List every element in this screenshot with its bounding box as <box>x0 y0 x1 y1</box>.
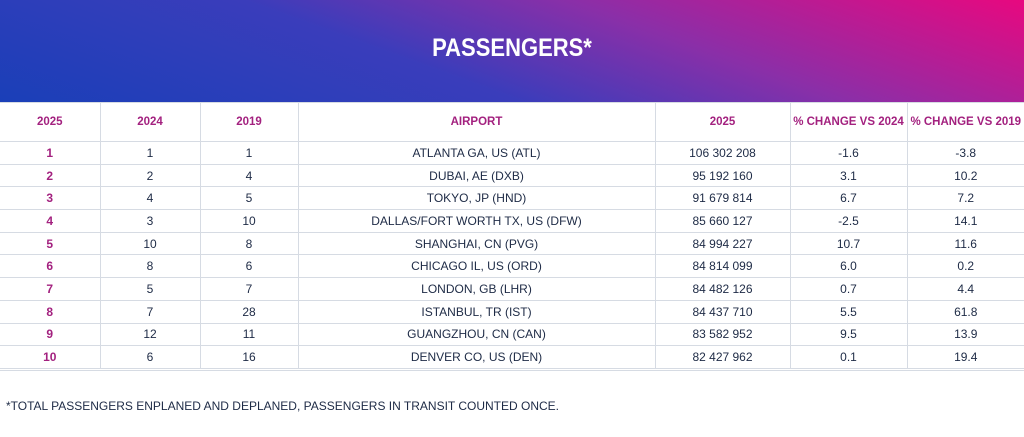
table-cell: 8 <box>99 254 201 279</box>
footer: *TOTAL PASSENGERS ENPLANED AND DEPLANED,… <box>0 370 1024 437</box>
table-cell: 6.0 <box>789 254 908 279</box>
table-cell: 28 <box>199 299 299 324</box>
rank-cell: 3 <box>0 186 101 211</box>
column-header: 2019 <box>199 102 299 142</box>
table-row: 8 7 28 ISTANBUL, TR (IST) 84 437 710 5.5 61.8 <box>0 299 1024 324</box>
table-cell: 84 437 710 <box>654 299 791 324</box>
table-cell: 6 <box>199 254 299 279</box>
table-cell: 82 427 962 <box>654 345 791 369</box>
table-cell: 83 582 952 <box>654 322 791 347</box>
column-header: 2025 <box>0 102 101 142</box>
column-header: AIRPORT <box>297 102 656 142</box>
table-row: 1 1 1 ATLANTA GA, US (ATL) 106 302 208 -1.6 -3… <box>0 141 1024 165</box>
table-cell: 0.7 <box>789 277 908 301</box>
header-row: 2025 2024 2019 AIRPORT 2025% CHANGE VS 2024%… <box>0 102 1024 142</box>
table-cell: GUANGZHOU, CN (CAN) <box>297 322 656 347</box>
table-cell: 95 192 160 <box>654 163 791 188</box>
table-cell: DUBAI, AE (DXB) <box>297 163 656 188</box>
table-row: 4 3 10 DALLAS/FORT WORTH TX, US (DFW) 85 660… <box>0 209 1024 233</box>
table-cell: LONDON, GB (LHR) <box>297 277 656 301</box>
table-cell: 8 <box>199 231 299 256</box>
rank-cell: 1 <box>0 141 101 165</box>
table-cell: 84 994 227 <box>654 231 791 256</box>
table-cell: 84 814 099 <box>654 254 791 279</box>
table-cell: ISTANBUL, TR (IST) <box>297 299 656 324</box>
table-cell: 12 <box>99 322 201 347</box>
table-cell: CHICAGO IL, US (ORD) <box>297 254 656 279</box>
rank-cell: 10 <box>0 345 101 369</box>
table-cell: 9.5 <box>789 322 908 347</box>
table-cell: 16 <box>199 345 299 369</box>
table-cell: 10 <box>199 209 299 233</box>
rank-cell: 4 <box>0 209 101 233</box>
table-row: 10 6 16 DENVER CO, US (DEN) 82 427 962 0.1 19.… <box>0 345 1024 369</box>
column-header: % CHANGE VS 2019 <box>906 102 1024 142</box>
header: PASSENGERS* <box>0 0 1024 102</box>
table-cell: 61.8 <box>906 299 1024 324</box>
table-cell: 14.1 <box>906 209 1024 233</box>
table-cell: 85 660 127 <box>654 209 791 233</box>
table-cell: 2 <box>99 163 201 188</box>
table-row: 3 4 5 TOKYO, JP (HND) 91 679 814 6.7 7.2 <box>0 186 1024 211</box>
column-header: 2024 <box>99 102 201 142</box>
table-cell: 10.2 <box>906 163 1024 188</box>
table-cell: 7 <box>199 277 299 301</box>
table-cell: SHANGHAI, CN (PVG) <box>297 231 656 256</box>
table-cell: 6 <box>99 345 201 369</box>
table-cell: TOKYO, JP (HND) <box>297 186 656 211</box>
table-cell: 11.6 <box>906 231 1024 256</box>
footnote: *TOTAL PASSENGERS ENPLANED AND DEPLANED,… <box>6 399 560 413</box>
rank-cell: 7 <box>0 277 101 301</box>
table-cell: 3.1 <box>789 163 908 188</box>
table-cell: -3.8 <box>906 141 1024 165</box>
table-cell: -1.6 <box>789 141 908 165</box>
column-header: % CHANGE VS 2024 <box>789 102 908 142</box>
table-cell: 1 <box>99 141 201 165</box>
table-cell: DALLAS/FORT WORTH TX, US (DFW) <box>297 209 656 233</box>
table-cell: 0.2 <box>906 254 1024 279</box>
table-cell: 106 302 208 <box>654 141 791 165</box>
table-row: 9 12 11 GUANGZHOU, CN (CAN) 83 582 952 9.5 13.… <box>0 322 1024 347</box>
column-header: 2025 <box>654 102 791 142</box>
table-cell: 4 <box>199 163 299 188</box>
ranking-table: 2025 2024 2019 AIRPORT 2025% CHANGE VS 2024%… <box>0 102 1024 369</box>
table-cell: 7 <box>99 299 201 324</box>
title: PASSENGERS* <box>432 34 592 62</box>
table-cell: 1 <box>199 141 299 165</box>
table-row: 5 10 8 SHANGHAI, CN (PVG) 84 994 227 10.7 11.6 <box>0 231 1024 256</box>
table-cell: 5.5 <box>789 299 908 324</box>
table-cell: 19.4 <box>906 345 1024 369</box>
table-row: 7 5 7 LONDON, GB (LHR) 84 482 126 0.7 4.4 <box>0 277 1024 301</box>
table-cell: 84 482 126 <box>654 277 791 301</box>
table-cell: 91 679 814 <box>654 186 791 211</box>
table-cell: 6.7 <box>789 186 908 211</box>
table-body: 1 1 1 ATLANTA GA, US (ATL) 106 302 208 -1.6 -3… <box>0 141 1024 369</box>
rank-cell: 9 <box>0 322 101 347</box>
table-cell: DENVER CO, US (DEN) <box>297 345 656 369</box>
table-cell: 7.2 <box>906 186 1024 211</box>
rank-cell: 6 <box>0 254 101 279</box>
table-row: 2 2 4 DUBAI, AE (DXB) 95 192 160 3.1 10.2 <box>0 163 1024 188</box>
table-cell: 3 <box>99 209 201 233</box>
table-cell: 5 <box>99 277 201 301</box>
table-cell: 10.7 <box>789 231 908 256</box>
table-cell: 13.9 <box>906 322 1024 347</box>
table-cell: 10 <box>99 231 201 256</box>
table-row: 6 8 6 CHICAGO IL, US (ORD) 84 814 099 6.0 0.2 <box>0 254 1024 279</box>
table-cell: 5 <box>199 186 299 211</box>
rank-cell: 8 <box>0 299 101 324</box>
table-cell: 4 <box>99 186 201 211</box>
table-cell: ATLANTA GA, US (ATL) <box>297 141 656 165</box>
rank-cell: 5 <box>0 231 101 256</box>
rank-cell: 2 <box>0 163 101 188</box>
table-cell: 0.1 <box>789 345 908 369</box>
table-cell: -2.5 <box>789 209 908 233</box>
table-cell: 4.4 <box>906 277 1024 301</box>
table-cell: 11 <box>199 322 299 347</box>
